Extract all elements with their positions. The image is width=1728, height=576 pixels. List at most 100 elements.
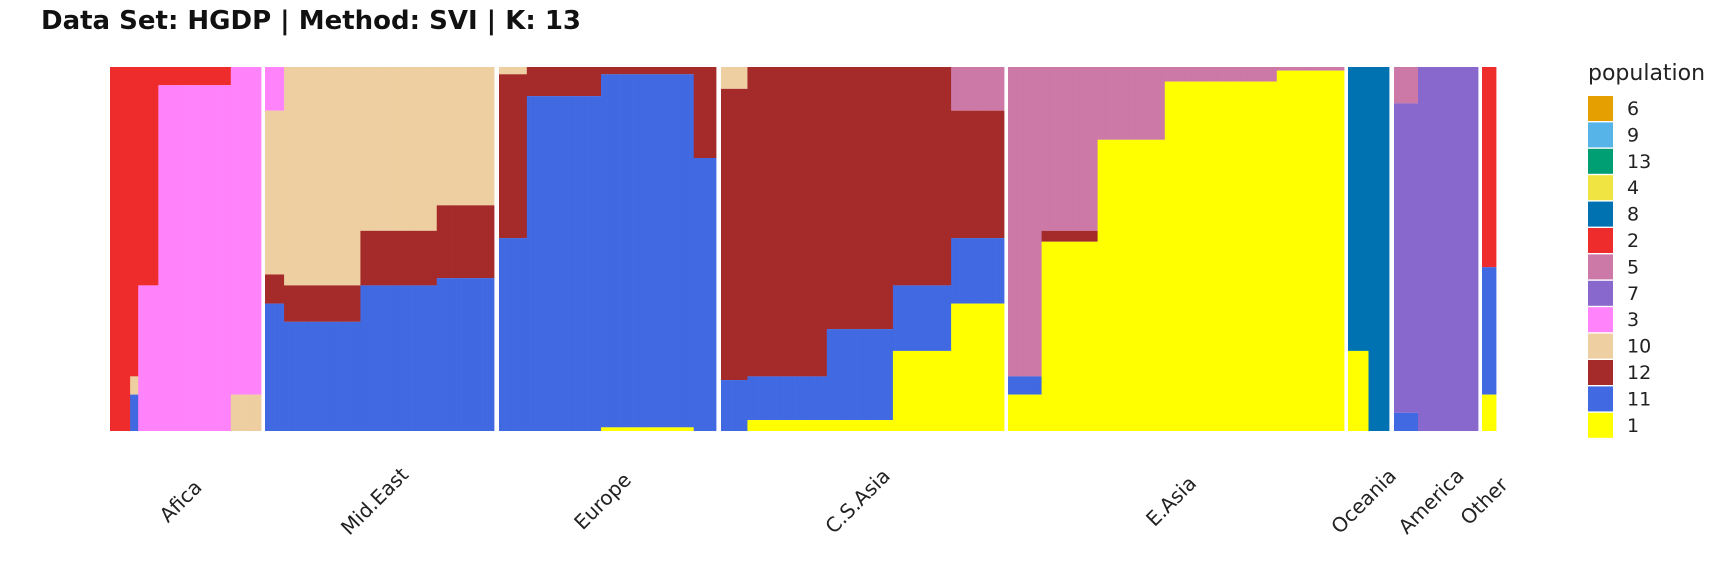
- bar-pop-1: [900, 350, 904, 431]
- bar-pop-10: [327, 67, 331, 286]
- bar-pop-12: [996, 110, 1000, 239]
- bar-pop-11: [528, 96, 531, 432]
- bar-pop-11: [647, 74, 650, 428]
- bar-pop-11: [675, 74, 678, 428]
- bar-pop-12: [964, 110, 968, 239]
- bar-pop-11: [348, 321, 352, 431]
- bar-pop-7: [1475, 67, 1479, 431]
- bar-pop-1: [1360, 350, 1363, 431]
- bar-pop-1: [789, 420, 793, 431]
- bar-pop-10: [739, 67, 743, 89]
- bar-pop-12: [591, 67, 594, 97]
- bar-pop-12: [597, 67, 600, 97]
- bar-pop-2: [126, 67, 129, 431]
- bar-pop-11: [787, 376, 791, 421]
- bar-pop-5: [1140, 67, 1143, 140]
- bar-pop-10: [408, 67, 411, 231]
- bar-pop-10: [364, 67, 367, 231]
- bar-pop-12: [345, 285, 348, 322]
- bar-pop-1: [903, 350, 907, 431]
- bar-pop-12: [379, 230, 382, 286]
- bar-pop-11: [988, 238, 992, 304]
- bar-pop-11: [265, 303, 268, 431]
- bar-pop-3: [188, 85, 191, 431]
- bar-pop-11: [664, 74, 667, 428]
- bar-pop-5: [1131, 67, 1134, 140]
- bar-pop-10: [297, 67, 300, 286]
- bar-pop-11: [800, 376, 804, 421]
- bar-pop-2: [140, 67, 143, 286]
- bar-pop-1: [842, 420, 846, 431]
- bar-pop-1: [641, 427, 645, 431]
- bar-pop-7: [1413, 103, 1416, 413]
- bar-pop-12: [734, 88, 738, 381]
- segment: [230, 67, 262, 431]
- bar-pop-1: [892, 350, 896, 431]
- bar-pop-1: [1104, 139, 1107, 432]
- bar-pop-10: [301, 67, 304, 286]
- bar-pop-12: [721, 88, 725, 381]
- bar-pop-5: [1066, 67, 1069, 231]
- bar-pop-11: [723, 380, 727, 431]
- bar-pop-11: [421, 285, 424, 431]
- bar-pop-1: [1153, 139, 1157, 432]
- segment: [138, 67, 159, 431]
- bar-pop-11: [431, 285, 434, 431]
- bar-pop-10: [406, 67, 409, 231]
- bar-pop-1: [776, 420, 780, 431]
- bar-pop-2: [198, 67, 201, 86]
- bar-pop-12: [697, 67, 700, 158]
- bar-pop-11: [1489, 267, 1492, 395]
- legend-swatch: [1588, 122, 1613, 148]
- bar-pop-3: [186, 85, 189, 431]
- bar-pop-1: [948, 350, 952, 431]
- bar-pop-8: [1383, 67, 1386, 431]
- bar-pop-12: [280, 274, 283, 304]
- bar-pop-12: [431, 230, 434, 286]
- bar-pop-10: [305, 67, 308, 286]
- bar-pop-12: [890, 67, 894, 330]
- bar-pop-12: [855, 67, 859, 330]
- bar-pop-10: [744, 67, 748, 89]
- bar-pop-1: [821, 420, 825, 431]
- bar-pop-12: [329, 285, 333, 322]
- bar-pop-2: [122, 67, 125, 431]
- bar-pop-1: [945, 350, 949, 431]
- bar-pop-11: [377, 285, 380, 431]
- bar-pop-12: [327, 285, 331, 322]
- bar-pop-12: [818, 67, 822, 377]
- bar-pop-12: [567, 67, 570, 97]
- bar-pop-11: [855, 329, 859, 421]
- bar-pop-1: [906, 350, 910, 431]
- bar-pop-10: [511, 67, 515, 75]
- bar-pop-11: [337, 321, 340, 431]
- bar-pop-11: [773, 376, 777, 421]
- bar-pop-12: [575, 67, 578, 97]
- bar-pop-12: [634, 67, 637, 75]
- bar-pop-10: [442, 67, 445, 206]
- legend-item: 3: [1588, 307, 1639, 333]
- bar-pop-1: [802, 420, 807, 431]
- bar-pop-5: [993, 67, 997, 111]
- bar-pop-1: [1254, 81, 1258, 431]
- bar-pop-12: [400, 230, 403, 286]
- bar-pop-11: [356, 321, 359, 431]
- bar-pop-8: [1358, 67, 1361, 351]
- bar-pop-1: [639, 427, 643, 431]
- bar-pop-3: [194, 85, 197, 431]
- bar-pop-12: [840, 67, 844, 330]
- bar-pop-5: [1408, 67, 1412, 104]
- bar-pop-10: [314, 67, 317, 286]
- bar-pop-11: [415, 285, 419, 431]
- bar-pop-11: [599, 96, 602, 432]
- bar-pop-10: [324, 67, 327, 286]
- bar-pop-11: [776, 376, 780, 421]
- bar-pop-1: [998, 303, 1002, 431]
- bar-pop-11: [972, 238, 976, 304]
- bar-pop-1: [1001, 303, 1005, 431]
- bar-pop-1: [638, 427, 641, 431]
- bar-pop-5: [1394, 67, 1397, 104]
- bar-pop-1: [1361, 350, 1364, 431]
- bar-pop-5: [1254, 67, 1258, 82]
- bar-pop-11: [521, 238, 524, 431]
